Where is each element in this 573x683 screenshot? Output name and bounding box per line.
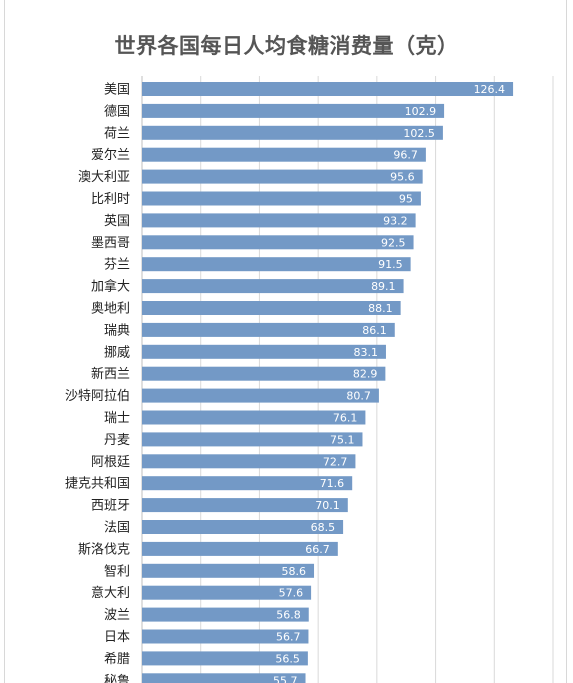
category-label: 荷兰	[104, 126, 130, 141]
bar	[142, 103, 445, 118]
value-label: 66.7	[305, 543, 330, 556]
value-label: 91.5	[378, 258, 403, 271]
category-label: 丹麦	[104, 433, 130, 448]
value-label: 88.1	[368, 302, 393, 315]
value-label: 95	[399, 193, 413, 206]
bar	[142, 301, 401, 315]
value-label: 58.6	[282, 565, 307, 578]
value-label: 70.1	[315, 499, 340, 512]
bar	[142, 563, 315, 578]
value-label: 86.1	[362, 324, 387, 337]
bar	[142, 322, 395, 337]
category-label: 阿根廷	[91, 455, 130, 470]
category-label: 秘鲁	[104, 674, 130, 683]
bar	[142, 257, 411, 272]
value-label: 102.5	[403, 127, 435, 140]
bar	[142, 366, 386, 381]
bar	[142, 476, 353, 491]
value-label: 126.4	[474, 83, 506, 96]
category-label: 爱尔兰	[91, 148, 130, 163]
bar	[142, 388, 379, 403]
category-label: 比利时	[91, 192, 130, 207]
value-label: 102.9	[405, 105, 437, 118]
bar	[142, 432, 363, 447]
bar	[142, 498, 348, 513]
bar	[142, 213, 416, 228]
value-label: 93.2	[383, 214, 408, 227]
value-label: 96.7	[393, 149, 418, 162]
bar	[142, 279, 404, 294]
bar	[142, 410, 366, 425]
value-label: 56.8	[276, 609, 301, 622]
bar	[142, 541, 338, 556]
bar	[142, 607, 309, 622]
bar	[142, 629, 309, 644]
category-label: 智利	[104, 564, 130, 579]
category-label: 法国	[104, 521, 130, 536]
category-label: 瑞士	[104, 411, 130, 426]
bar	[142, 147, 426, 162]
category-label: 奥地利	[91, 302, 130, 317]
category-label: 沙特阿拉伯	[65, 389, 130, 404]
category-label: 挪威	[104, 345, 130, 360]
category-label: 希腊	[104, 652, 130, 667]
bar	[142, 169, 423, 184]
value-label: 95.6	[390, 171, 415, 184]
bar	[142, 673, 306, 683]
category-label: 新西兰	[91, 366, 130, 382]
bar	[142, 585, 312, 600]
value-label: 57.6	[279, 587, 304, 600]
value-label: 72.7	[323, 455, 348, 468]
value-label: 56.5	[275, 652, 300, 665]
category-label: 德国	[104, 104, 130, 119]
bar	[142, 235, 414, 250]
category-label: 美国	[104, 83, 130, 98]
value-label: 76.1	[333, 412, 358, 425]
value-label: 68.5	[311, 521, 336, 534]
value-label: 82.9	[353, 368, 378, 381]
bar	[142, 191, 421, 206]
category-label: 英国	[104, 214, 130, 229]
category-label: 瑞典	[104, 323, 130, 338]
value-label: 56.7	[276, 631, 301, 644]
bar	[142, 125, 443, 140]
category-label: 芬兰	[104, 258, 130, 273]
chart-title: 世界各国每日人均食糖消费量（克）	[114, 34, 459, 58]
value-label: 83.1	[353, 346, 378, 359]
category-label: 日本	[104, 630, 130, 645]
value-label: 71.6	[320, 477, 345, 490]
value-label: 55.7	[273, 674, 298, 683]
category-label: 斯洛伐克	[78, 542, 130, 557]
bar	[142, 520, 344, 534]
value-label: 92.5	[381, 236, 406, 249]
bar	[142, 454, 356, 469]
bar	[142, 651, 308, 666]
category-label: 捷克共和国	[65, 477, 130, 492]
value-label: 89.1	[371, 280, 396, 293]
value-label: 75.1	[330, 433, 355, 446]
value-label: 80.7	[346, 390, 371, 403]
category-label: 意大利	[91, 585, 130, 601]
category-label: 波兰	[104, 608, 130, 623]
category-label: 西班牙	[91, 499, 130, 514]
category-label: 墨西哥	[91, 236, 130, 251]
category-label: 加拿大	[91, 279, 130, 295]
bar	[142, 344, 386, 359]
category-label: 澳大利亚	[78, 169, 130, 185]
bar	[142, 82, 514, 96]
